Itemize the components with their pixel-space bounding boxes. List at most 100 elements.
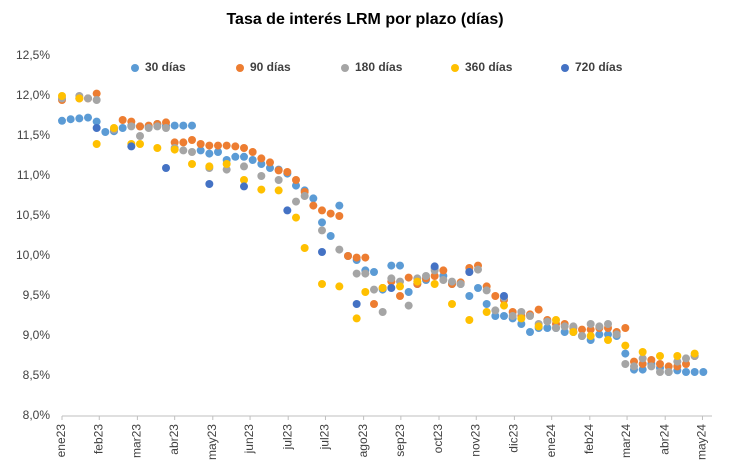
point <box>274 166 283 175</box>
x-tick-label: may24 <box>695 424 709 460</box>
x-tick-label: feb24 <box>582 424 596 454</box>
point <box>474 265 482 274</box>
point <box>162 124 170 132</box>
y-tick-label: 10,0% <box>16 248 50 262</box>
x-tick-label: feb23 <box>91 424 105 454</box>
point <box>465 268 474 276</box>
point <box>647 362 656 371</box>
point <box>500 312 508 320</box>
point <box>240 144 248 152</box>
point <box>58 92 66 100</box>
x-tick-label: mar24 <box>619 424 633 458</box>
point <box>586 332 595 340</box>
point <box>638 360 647 368</box>
point <box>257 185 266 194</box>
point <box>66 115 75 124</box>
point <box>188 121 196 130</box>
point <box>500 301 508 310</box>
point <box>274 176 283 184</box>
point <box>144 124 153 132</box>
point <box>231 152 240 161</box>
point <box>75 94 84 103</box>
point <box>326 232 335 240</box>
point <box>656 360 664 368</box>
x-tick-label: oct23 <box>431 424 445 454</box>
point <box>396 282 404 291</box>
y-tick-label: 11,0% <box>17 168 50 182</box>
y-tick-label: 12,5% <box>16 48 50 62</box>
point <box>214 141 222 150</box>
point <box>136 132 144 140</box>
point <box>101 128 110 136</box>
point <box>318 248 326 256</box>
point <box>638 354 647 363</box>
x-tick-label: abr24 <box>657 424 671 455</box>
x-tick-label: jul23 <box>318 424 332 451</box>
point <box>222 165 231 174</box>
y-tick-label: 9,0% <box>23 328 51 342</box>
point <box>682 368 690 376</box>
y-tick-label: 8,5% <box>23 368 51 382</box>
point <box>92 96 101 104</box>
point <box>534 305 543 314</box>
point <box>638 348 647 356</box>
point <box>205 180 214 188</box>
point <box>335 282 344 291</box>
point <box>621 341 630 350</box>
point <box>404 273 413 282</box>
point <box>92 89 101 98</box>
point <box>604 336 612 344</box>
point <box>560 322 569 331</box>
point <box>569 328 578 336</box>
x-tick-label: mar23 <box>130 424 144 458</box>
point <box>638 365 647 374</box>
point <box>248 156 257 164</box>
y-tick-label: 8,0% <box>23 408 51 422</box>
point <box>621 324 630 332</box>
point <box>387 261 396 270</box>
x-tick-label: ene23 <box>54 424 68 458</box>
point <box>422 272 430 280</box>
point <box>586 320 595 328</box>
point <box>413 277 422 286</box>
x-tick-label: jul23 <box>280 424 294 451</box>
point <box>240 152 248 161</box>
x-tick-label: abr23 <box>167 424 181 455</box>
point <box>335 245 344 254</box>
point <box>612 330 621 339</box>
point <box>543 317 552 326</box>
point <box>266 164 274 172</box>
legend-marker <box>561 64 569 72</box>
point <box>456 280 465 288</box>
point <box>517 308 526 316</box>
point <box>240 176 248 184</box>
point <box>274 186 283 195</box>
point <box>318 226 326 235</box>
legend-label: 360 días <box>465 60 513 74</box>
point <box>370 268 378 276</box>
point <box>205 141 214 150</box>
point <box>387 274 396 283</box>
legend-marker <box>236 64 244 72</box>
x-tick-label: sep23 <box>393 424 407 457</box>
x-tick-label: ago23 <box>356 424 370 458</box>
legend-marker <box>131 64 139 72</box>
point <box>621 349 630 358</box>
point <box>309 194 318 203</box>
point <box>231 142 240 151</box>
point <box>430 280 439 288</box>
point <box>465 292 474 300</box>
chart-title: Tasa de interés LRM por plazo (días) <box>226 11 503 28</box>
point <box>84 94 92 103</box>
point <box>352 314 361 323</box>
point <box>240 182 248 191</box>
point <box>656 368 664 376</box>
x-tick-label: nov23 <box>468 424 482 457</box>
point <box>500 292 508 300</box>
x-tick-label: ene24 <box>544 424 558 458</box>
legend-label: 90 días <box>250 60 291 74</box>
point <box>560 328 569 336</box>
point <box>153 122 162 131</box>
